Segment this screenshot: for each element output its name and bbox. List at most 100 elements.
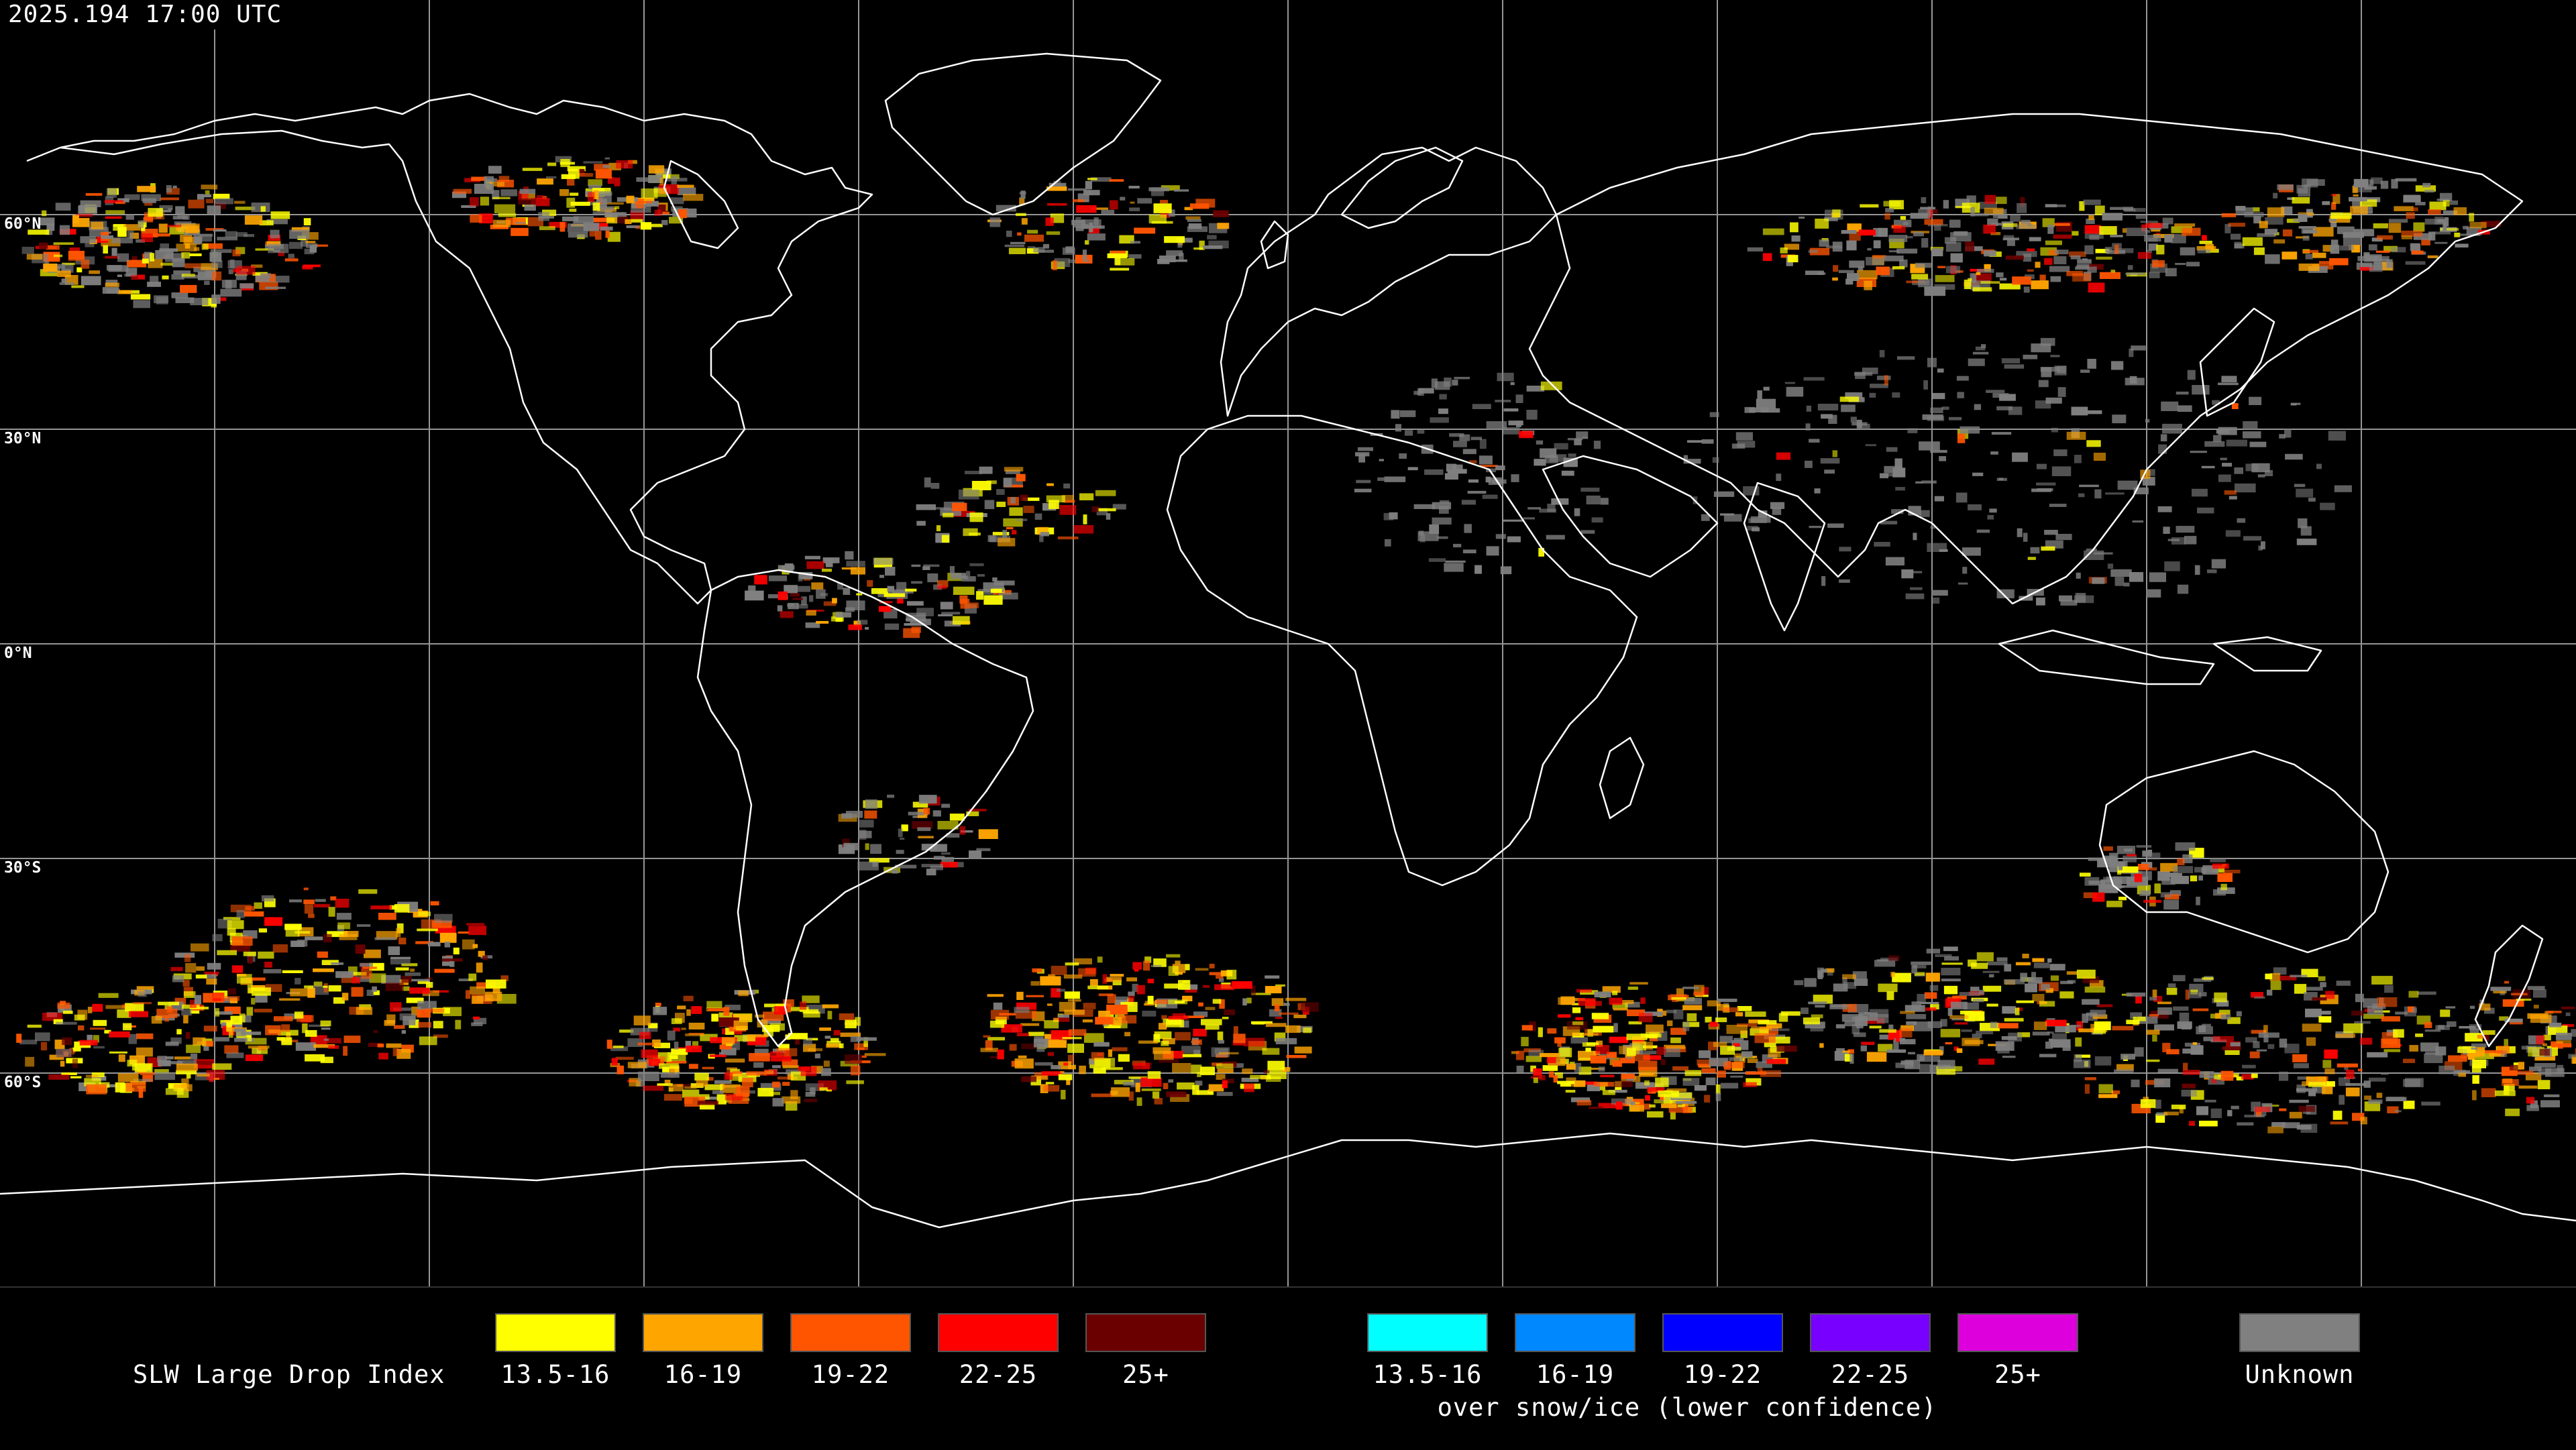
slw-pixel <box>1424 469 1444 475</box>
slw-pixel <box>329 985 341 991</box>
slw-pixel <box>99 993 119 998</box>
slw-pixel <box>2497 1046 2510 1054</box>
slw-pixel <box>1968 278 1972 281</box>
slw-pixel <box>2271 981 2282 990</box>
slw-pixel <box>1192 1040 1202 1045</box>
slw-pixel <box>681 1028 686 1030</box>
slw-pixel <box>1906 594 1925 600</box>
slw-pixel <box>1540 1053 1560 1057</box>
slw-pixel <box>778 592 788 600</box>
slw-pixel <box>1276 1038 1297 1044</box>
slw-pixel <box>2163 899 2179 909</box>
slw-pixel <box>315 899 326 902</box>
slw-pixel <box>2504 1085 2510 1095</box>
slw-pixel <box>1880 473 1888 479</box>
slw-pixel <box>2152 260 2165 268</box>
slw-pixel <box>613 1046 624 1048</box>
slw-pixel <box>2027 270 2034 272</box>
slw-pixel <box>1821 458 1840 463</box>
slw-pixel <box>2184 536 2196 545</box>
slw-pixel <box>1918 278 1933 287</box>
slw-pixel <box>2353 229 2374 236</box>
lat-label-30s: 30°S <box>4 860 41 876</box>
slw-pixel <box>213 1037 229 1042</box>
slw-pixel <box>1222 1017 1229 1019</box>
slw-pixel <box>983 596 1002 605</box>
slw-pixel <box>135 1063 153 1072</box>
slw-pixel <box>2004 979 2025 985</box>
slw-pixel <box>2308 1082 2326 1087</box>
slw-pixel <box>843 588 851 595</box>
slw-pixel <box>1661 1103 1676 1108</box>
slw-pixel <box>2425 1029 2440 1031</box>
slw-pixel <box>1772 508 1782 515</box>
slw-pixel <box>661 1072 680 1078</box>
slw-pixel <box>1045 217 1053 225</box>
slw-pixel <box>1155 1098 1163 1105</box>
slw-pixel <box>1543 1065 1558 1071</box>
slw-pixel <box>2542 1044 2547 1047</box>
slw-pixel <box>191 944 209 952</box>
slw-pixel <box>677 185 694 188</box>
slw-pixel <box>2094 453 2106 461</box>
slw-pixel <box>2088 267 2097 273</box>
slw-pixel <box>362 967 377 969</box>
slw-pixel <box>1154 203 1172 213</box>
slw-pixel <box>42 211 46 217</box>
slw-pixel <box>324 1039 329 1041</box>
slw-pixel <box>2135 1047 2144 1056</box>
slw-pixel <box>2112 1026 2133 1031</box>
slw-pixel <box>595 231 601 239</box>
slw-pixel <box>409 987 430 993</box>
slw-pixel <box>661 220 667 225</box>
slw-pixel <box>62 278 67 282</box>
slw-pixel <box>1958 583 1968 585</box>
slw-pixel <box>782 1082 790 1086</box>
slw-pixel <box>2207 569 2217 573</box>
slw-pixel <box>2387 1107 2398 1113</box>
slw-pixel <box>1884 375 1888 385</box>
slw-pixel <box>1453 441 1467 447</box>
slw-pixel <box>1877 959 1888 962</box>
slw-pixel <box>1059 1015 1069 1018</box>
slw-pixel <box>1064 1010 1085 1015</box>
slw-pixel <box>2047 958 2051 962</box>
slw-pixel <box>136 1048 153 1057</box>
slw-pixel <box>598 191 612 195</box>
slw-pixel <box>1203 245 1222 249</box>
slw-pixel <box>2193 1042 2197 1045</box>
slw-pixel <box>2459 1026 2475 1029</box>
slw-pixel <box>337 913 352 919</box>
slw-pixel <box>1446 464 1456 472</box>
slw-pixel <box>211 249 232 254</box>
slw-pixel <box>777 606 783 612</box>
slw-pixel <box>2294 1063 2309 1068</box>
slw-pixel <box>2095 1056 2111 1066</box>
slw-pixel <box>317 952 328 958</box>
slw-pixel <box>800 1001 806 1010</box>
slw-pixel <box>2097 1005 2112 1007</box>
slw-pixel <box>259 928 267 932</box>
slw-pixel <box>154 1072 175 1080</box>
slw-pixel <box>998 538 1015 546</box>
slw-pixel <box>1683 1078 1700 1086</box>
slw-pixel <box>686 1046 702 1052</box>
slw-pixel <box>1580 530 1595 533</box>
slw-pixel <box>1275 1005 1280 1011</box>
slw-pixel <box>2033 1031 2050 1036</box>
slw-pixel <box>1169 1016 1189 1020</box>
slw-pixel <box>1723 1062 1745 1068</box>
slw-pixel <box>684 996 694 1001</box>
slw-pixel <box>2297 539 2317 545</box>
slw-pixel <box>2253 207 2260 211</box>
slw-pixel <box>1263 1048 1280 1055</box>
slw-pixel <box>174 1056 191 1059</box>
slw-pixel <box>1358 454 1365 462</box>
slw-pixel <box>72 218 89 227</box>
slw-pixel <box>296 1042 316 1051</box>
slw-pixel <box>2178 585 2188 594</box>
slw-pixel <box>1185 964 1190 970</box>
slw-pixel <box>1507 537 1521 543</box>
slw-pixel <box>378 1044 384 1048</box>
slw-pixel <box>839 1013 855 1020</box>
